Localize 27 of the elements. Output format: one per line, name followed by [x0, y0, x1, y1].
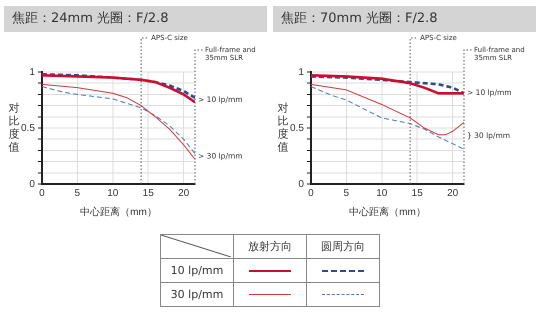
x-tick-label: 15 — [142, 188, 154, 199]
x-tick-label: 10 — [107, 188, 119, 199]
y-tick-label: 0 — [298, 178, 304, 190]
y-tick-label: 1 — [29, 66, 36, 78]
line-series — [310, 86, 464, 150]
x-tick-label: 5 — [344, 188, 350, 199]
text: 圆周方向 — [306, 234, 380, 258]
y-tick-label: 0 — [29, 178, 36, 190]
chart-title: 焦距：70mm 光圈：F/2.8 — [273, 6, 536, 32]
chart-title: 焦距：24mm 光圈：F/2.8 — [4, 6, 267, 32]
y-axis-title: 对比度值 — [278, 101, 288, 154]
text: 放射方向 — [234, 234, 306, 258]
y-tick-label: 0.5 — [20, 122, 36, 134]
text: 30 lp/mm — [160, 282, 234, 306]
y-tick-label: 1 — [298, 66, 304, 78]
x-tick-label: 10 — [376, 188, 388, 199]
text: 10 lp/mm — [160, 258, 234, 282]
x-tick-label: 0 — [308, 188, 314, 199]
x-axis-title: 中心距离（mm） — [349, 206, 426, 218]
y-tick-label: 0.5 — [290, 122, 304, 134]
x-tick-label: 15 — [412, 188, 424, 199]
y-axis-title: 对比度值 — [8, 101, 20, 154]
x-tick-label: 20 — [178, 188, 190, 199]
x-tick-label: 5 — [74, 188, 81, 199]
x-tick-label: 20 — [447, 188, 459, 199]
x-tick-label: 0 — [39, 188, 46, 199]
x-axis-title: 中心距离（mm） — [80, 206, 157, 218]
